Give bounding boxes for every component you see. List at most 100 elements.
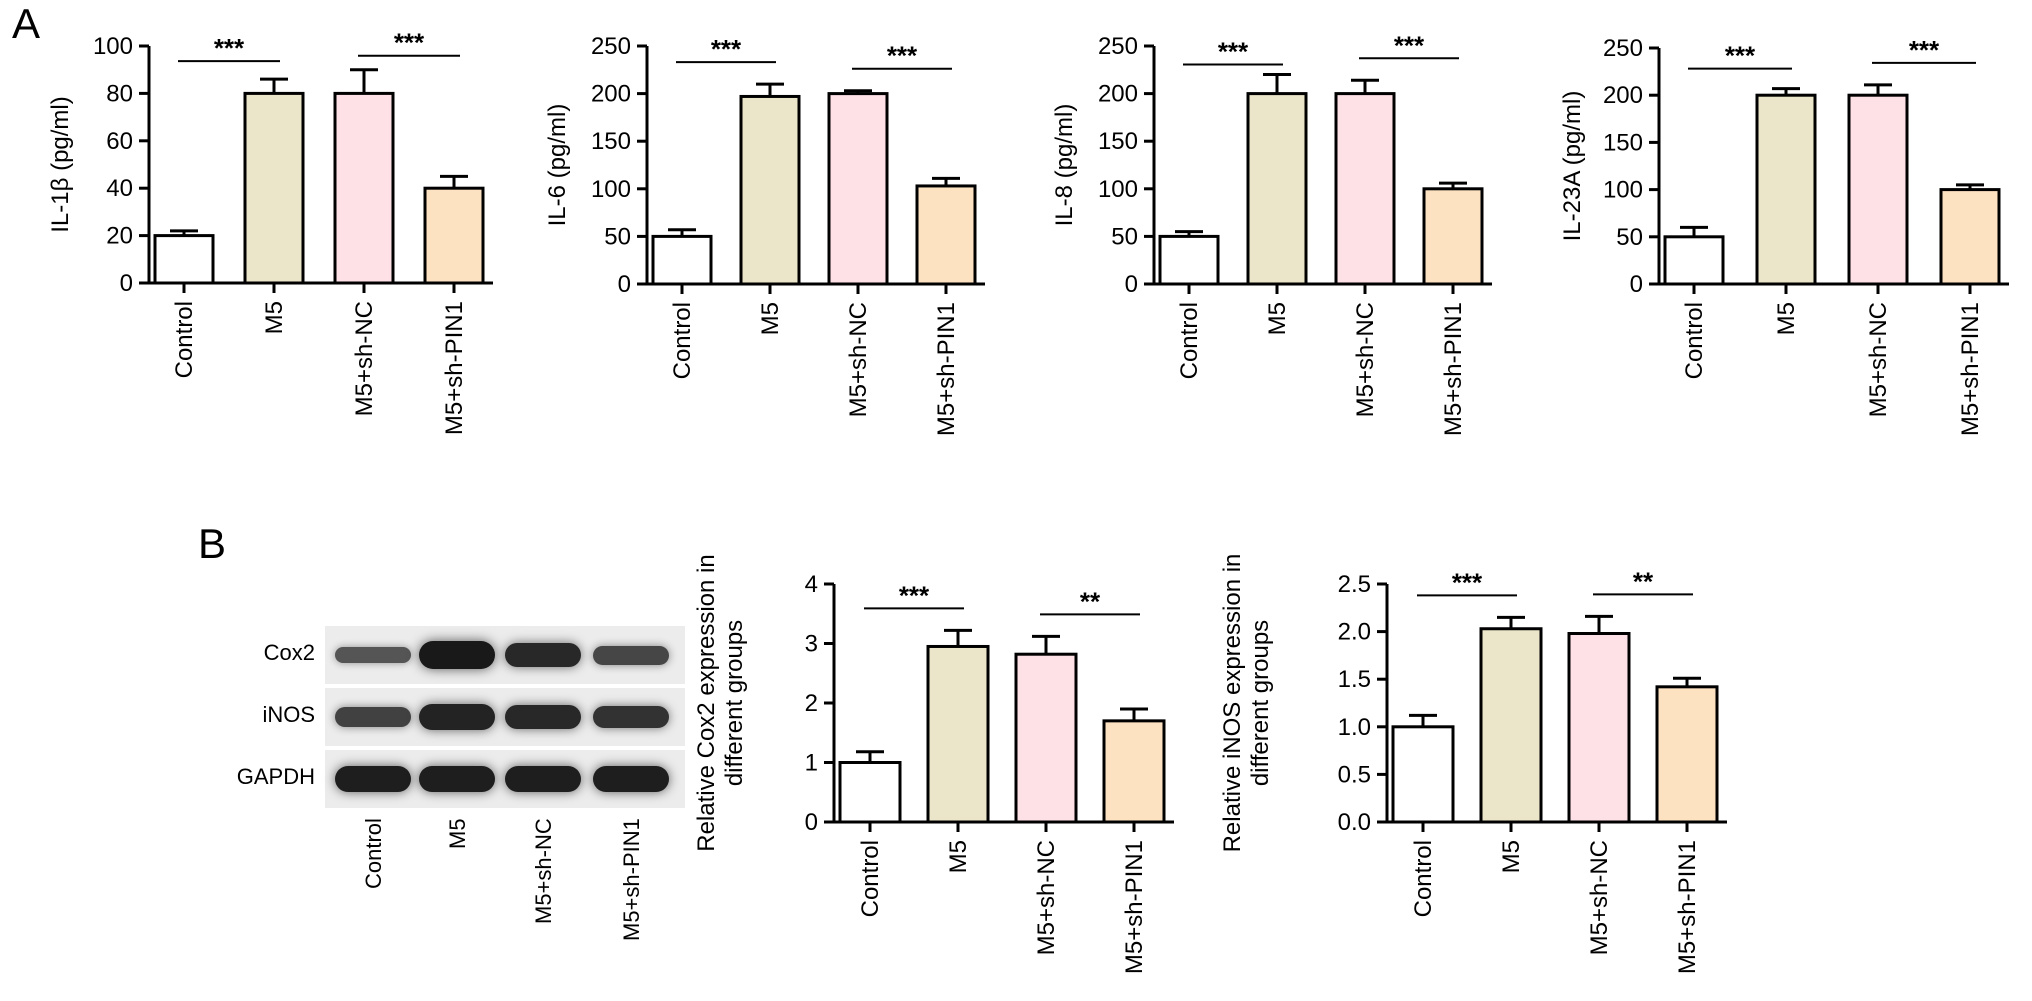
x-tick-label: M5 [757, 302, 784, 335]
bar-m5 [1755, 93, 1817, 286]
blot-band [335, 707, 411, 727]
bar-m5-sh-nc [1334, 92, 1396, 286]
x-tick-label: M5+sh-NC [1352, 302, 1379, 417]
y-tick-label: 50 [1616, 224, 1643, 251]
blot-row-label: iNOS [262, 702, 315, 727]
x-tick-label: M5+sh-PIN1 [1121, 840, 1148, 974]
bar-m5-sh-pin1 [1102, 719, 1166, 824]
significance-label: *** [394, 28, 425, 58]
blot-band [505, 765, 581, 793]
y-tick-label: 200 [1098, 81, 1138, 108]
panel-label-b: B [198, 520, 227, 567]
x-tick-label: M5+sh-NC [351, 301, 378, 416]
bar-m5 [1479, 627, 1543, 824]
significance-label: *** [214, 33, 245, 63]
y-tick-label: 0 [120, 270, 133, 297]
blot-lane-label: M5+sh-PIN1 [619, 818, 644, 941]
significance-label: *** [887, 41, 918, 71]
y-tick-label: 1.0 [1338, 714, 1371, 741]
y-tick-label: 100 [1098, 176, 1138, 203]
x-tick-label: M5+sh-NC [1865, 302, 1892, 417]
x-tick-label: M5 [261, 301, 288, 334]
y-tick-label: 0 [1125, 271, 1138, 298]
bar-control [1158, 234, 1220, 286]
y-tick-label: 150 [1098, 128, 1138, 155]
blot-band [419, 704, 495, 730]
blot-band [505, 642, 581, 668]
significance-label: *** [711, 34, 742, 64]
x-tick-label: Control [1176, 302, 1203, 379]
significance-label: ** [1633, 566, 1654, 596]
x-tick-label: Control [1681, 302, 1708, 379]
x-tick-label: Control [1410, 840, 1437, 917]
blot-lane-label: M5 [445, 818, 470, 849]
y-tick-label: 100 [591, 176, 631, 203]
x-tick-label: M5+sh-PIN1 [1674, 840, 1701, 974]
x-tick-label: M5+sh-PIN1 [1440, 302, 1467, 436]
x-tick-label: Control [171, 301, 198, 378]
bar-m5-sh-nc [827, 92, 889, 286]
blot-row-label: GAPDH [236, 764, 315, 789]
significance-label: *** [1394, 30, 1425, 60]
y-tick-label: 250 [1603, 35, 1643, 62]
x-tick-label: M5+sh-PIN1 [441, 301, 468, 435]
y-tick-label: 250 [591, 33, 631, 60]
y-tick-label: 150 [1603, 129, 1643, 156]
y-axis-label: Relative Cox2 expression in [693, 554, 720, 851]
y-tick-label: 0.0 [1338, 809, 1371, 836]
y-tick-label: 3 [805, 631, 818, 658]
bar-m5-sh-pin1 [1422, 187, 1484, 286]
y-tick-label: 2 [805, 690, 818, 717]
y-tick-label: 100 [93, 33, 133, 60]
significance-label: *** [1909, 35, 1940, 65]
y-axis-label: IL-23A (pg/ml) [1559, 91, 1586, 242]
y-tick-label: 200 [591, 81, 631, 108]
y-tick-label: 2.0 [1338, 619, 1371, 646]
y-tick-label: 200 [1603, 82, 1643, 109]
x-tick-label: M5 [1264, 302, 1291, 335]
bar-m5-sh-pin1 [1655, 685, 1719, 824]
y-tick-label: 1 [805, 750, 818, 777]
y-tick-label: 0 [805, 809, 818, 836]
x-tick-label: M5+sh-NC [845, 302, 872, 417]
bar-control [1391, 725, 1455, 824]
y-tick-label: 100 [1603, 177, 1643, 204]
y-tick-label: 1.5 [1338, 666, 1371, 693]
western-blot [325, 618, 685, 818]
x-tick-label: M5 [1773, 302, 1800, 335]
panel-label-a: A [12, 0, 41, 47]
bar-m5 [739, 94, 801, 286]
y-tick-label: 50 [1111, 223, 1138, 250]
significance-label: *** [1452, 567, 1483, 597]
blot-row-cox2 [325, 626, 685, 684]
x-tick-label: M5+sh-PIN1 [1957, 302, 1984, 436]
significance-label: ** [1080, 586, 1101, 616]
y-axis-label: Relative iNOS expression in [1219, 554, 1246, 853]
y-axis-label: IL-6 (pg/ml) [544, 104, 571, 227]
y-tick-label: 4 [805, 571, 818, 598]
blot-band [593, 765, 669, 793]
x-tick-label: M5 [1498, 840, 1525, 873]
bar-m5 [243, 91, 305, 285]
blot-row-inos [325, 688, 685, 746]
blot-band [593, 705, 669, 729]
x-tick-label: Control [857, 840, 884, 917]
blot-row-label: Cox2 [263, 640, 315, 665]
blot-band [505, 704, 581, 730]
y-axis-label: different groups [721, 620, 748, 786]
x-tick-label: M5 [945, 840, 972, 873]
significance-label: *** [1725, 41, 1756, 71]
x-tick-label: M5+sh-NC [1586, 840, 1613, 955]
blot-row-gapdh [325, 750, 685, 808]
bar-m5-sh-nc [1567, 632, 1631, 824]
x-tick-label: M5+sh-NC [1033, 840, 1060, 955]
y-tick-label: 250 [1098, 33, 1138, 60]
y-tick-label: 20 [106, 223, 133, 250]
blot-lane-label: M5+sh-NC [531, 818, 556, 924]
y-tick-label: 0 [618, 271, 631, 298]
blot-lane-label: Control [361, 818, 386, 889]
